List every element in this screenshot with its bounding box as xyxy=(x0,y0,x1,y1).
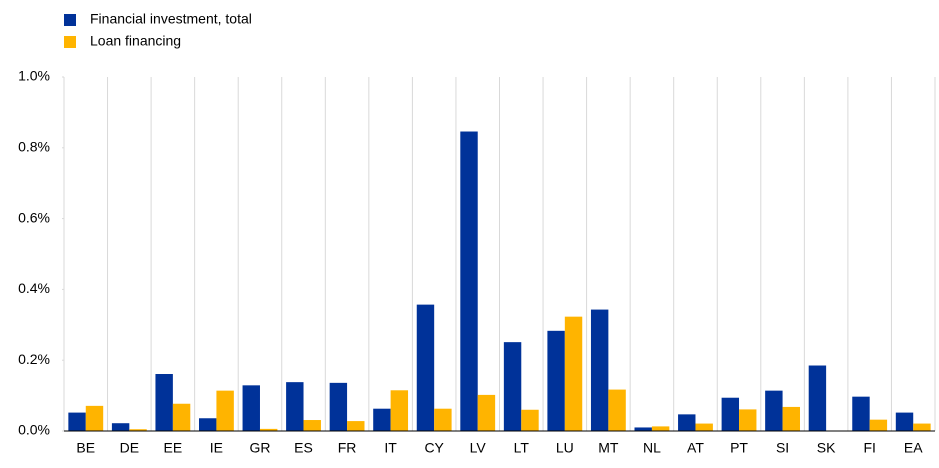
bar xyxy=(111,423,130,431)
x-tick-label: LV xyxy=(470,440,487,456)
bar xyxy=(477,394,496,431)
bar xyxy=(721,397,740,431)
bar xyxy=(678,414,696,431)
bar xyxy=(303,420,321,431)
x-tick-label: MT xyxy=(598,440,619,456)
x-tick-label: SI xyxy=(776,440,789,456)
x-tick-label: FI xyxy=(863,440,875,456)
x-tick-label: NL xyxy=(643,440,661,456)
bar xyxy=(416,304,435,431)
bar xyxy=(373,408,391,431)
legend-swatch xyxy=(64,36,76,48)
bar xyxy=(347,421,365,431)
bar xyxy=(259,428,278,431)
bar xyxy=(460,131,478,432)
bar xyxy=(913,423,931,431)
y-tick-label: 0.2% xyxy=(18,351,50,367)
bar xyxy=(85,405,104,431)
legend-label: Financial investment, total xyxy=(90,11,252,27)
bar xyxy=(503,342,522,431)
x-tick-label: DE xyxy=(120,440,139,456)
bar xyxy=(521,409,539,431)
y-tick-label: 0.4% xyxy=(18,280,50,296)
bar xyxy=(547,330,565,431)
x-tick-label: PT xyxy=(730,440,748,456)
bar xyxy=(68,412,86,431)
bar xyxy=(390,390,409,431)
bar xyxy=(434,408,452,431)
x-tick-label: LT xyxy=(514,440,530,456)
bar xyxy=(329,382,348,431)
x-tick-label: GR xyxy=(249,440,270,456)
x-tick-label: CY xyxy=(424,440,444,456)
bar xyxy=(782,406,800,431)
x-tick-label: ES xyxy=(294,440,313,456)
y-tick-label: 0.6% xyxy=(18,209,50,225)
bar xyxy=(651,426,670,431)
x-tick-label: LU xyxy=(556,440,574,456)
bar xyxy=(242,385,260,431)
x-tick-label: EA xyxy=(904,440,923,456)
bar xyxy=(634,427,652,431)
legend-label: Loan financing xyxy=(90,33,181,49)
legend-swatch xyxy=(64,14,76,26)
bar xyxy=(739,409,757,431)
bar xyxy=(590,309,609,431)
bar xyxy=(155,374,173,431)
bar xyxy=(852,396,870,431)
x-tick-label: SK xyxy=(817,440,836,456)
y-tick-label: 1.0% xyxy=(18,68,50,84)
bar xyxy=(172,403,191,431)
y-tick-label: 0.8% xyxy=(18,139,50,155)
x-tick-label: FR xyxy=(338,440,357,456)
bar xyxy=(199,418,217,431)
bar xyxy=(808,365,827,431)
x-tick-label: AT xyxy=(687,440,704,456)
bar xyxy=(765,390,783,431)
bar xyxy=(869,419,888,431)
bar xyxy=(216,390,234,431)
y-tick-label: 0.0% xyxy=(18,422,50,438)
bar xyxy=(286,382,304,431)
x-tick-label: BE xyxy=(76,440,95,456)
x-tick-label: EE xyxy=(164,440,183,456)
bar xyxy=(129,429,147,431)
bar xyxy=(608,389,626,431)
x-tick-label: IT xyxy=(384,440,397,456)
bar xyxy=(895,412,914,431)
bar xyxy=(695,423,713,431)
x-tick-label: IE xyxy=(210,440,223,456)
bar xyxy=(564,316,583,431)
